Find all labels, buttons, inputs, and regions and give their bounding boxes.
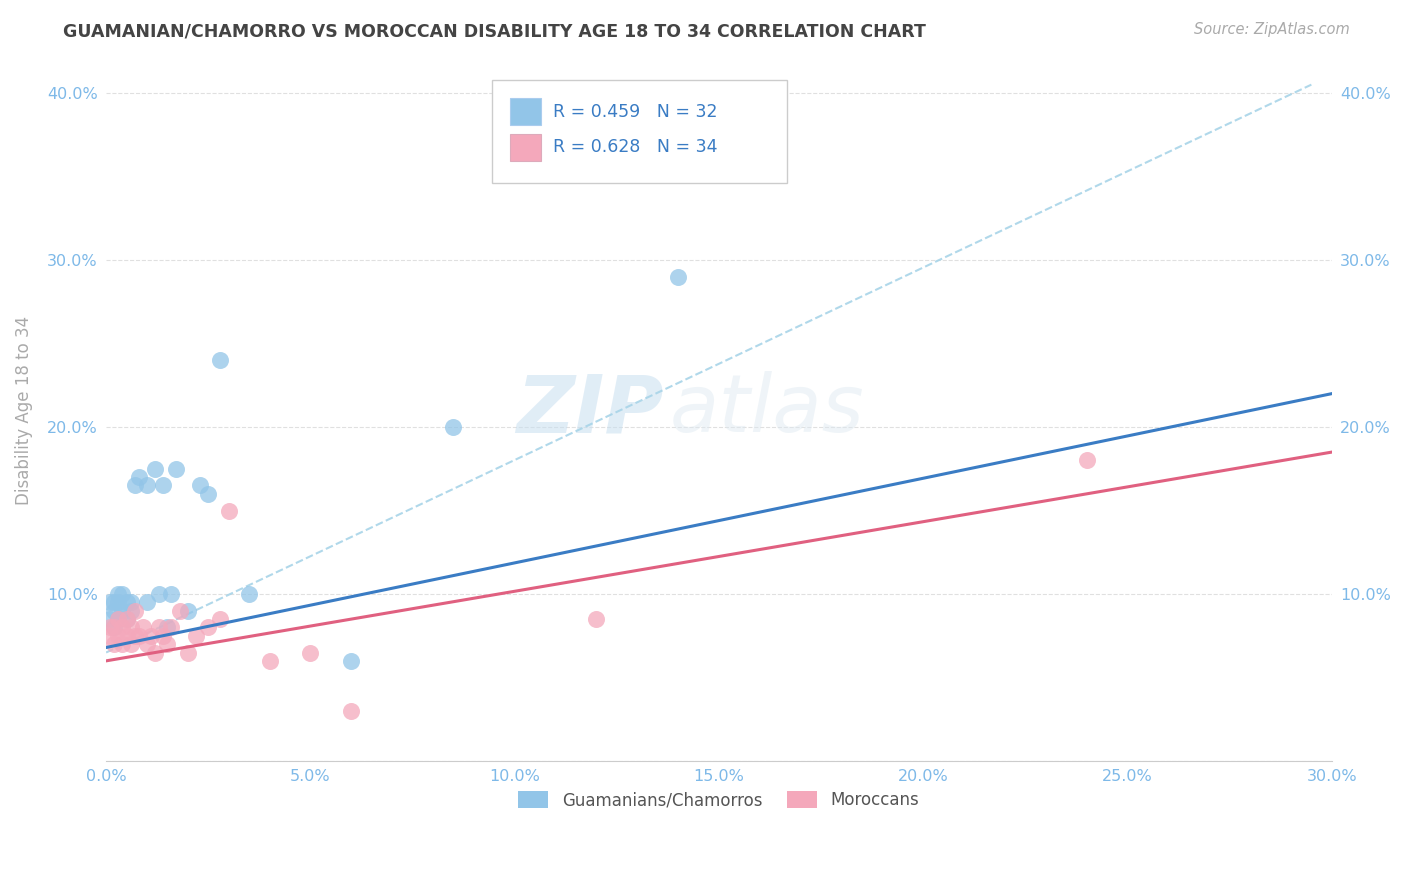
Point [197,487,219,501]
Point [441,420,464,434]
Point [124,604,146,618]
Point [165,462,187,476]
Point [120,595,142,609]
Point [177,604,200,618]
Point [115,595,138,609]
Legend: Guamanians/Chamorros, Moroccans: Guamanians/Chamorros, Moroccans [512,784,927,816]
Point [188,478,211,492]
Point [156,620,179,634]
Point [115,612,138,626]
Point [136,595,159,609]
Point [299,646,322,660]
Point [107,587,129,601]
Point [585,612,607,626]
Point [111,604,134,618]
Point [103,620,125,634]
Point [152,478,174,492]
Point [156,637,179,651]
Point [169,604,191,618]
Text: atlas: atlas [669,371,865,450]
Point [259,654,281,668]
Point [103,595,125,609]
Point [148,620,170,634]
Point [152,629,174,643]
Point [128,470,150,484]
Text: R = 0.628   N = 34: R = 0.628 N = 34 [553,138,717,156]
Point [148,587,170,601]
Point [238,587,260,601]
Text: ZIP: ZIP [516,371,664,450]
Text: Source: ZipAtlas.com: Source: ZipAtlas.com [1194,22,1350,37]
Point [184,629,207,643]
Point [115,612,138,626]
Point [98,620,121,634]
Point [98,595,121,609]
Point [1076,453,1098,467]
Point [107,612,129,626]
Point [103,637,125,651]
Point [111,587,134,601]
Point [209,612,232,626]
Text: R = 0.459   N = 32: R = 0.459 N = 32 [553,103,717,120]
Point [111,620,134,634]
Point [120,604,142,618]
Point [128,629,150,643]
Point [107,629,129,643]
Point [143,646,166,660]
Point [143,462,166,476]
Point [120,637,142,651]
Point [124,629,146,643]
Point [107,595,129,609]
Point [107,612,129,626]
Point [124,478,146,492]
Point [120,620,142,634]
Point [115,629,138,643]
Point [136,637,159,651]
Point [132,620,155,634]
Point [103,604,125,618]
Text: GUAMANIAN/CHAMORRO VS MOROCCAN DISABILITY AGE 18 TO 34 CORRELATION CHART: GUAMANIAN/CHAMORRO VS MOROCCAN DISABILIT… [63,22,927,40]
Point [197,620,219,634]
Point [209,353,232,368]
Point [98,612,121,626]
Point [111,637,134,651]
Point [666,269,689,284]
Point [340,654,363,668]
Point [103,620,125,634]
Point [136,478,159,492]
Y-axis label: Disability Age 18 to 34: Disability Age 18 to 34 [15,316,32,505]
Point [218,503,240,517]
Point [340,704,363,718]
Point [139,629,162,643]
Point [177,646,200,660]
Point [98,629,121,643]
Point [160,587,183,601]
Point [160,620,183,634]
